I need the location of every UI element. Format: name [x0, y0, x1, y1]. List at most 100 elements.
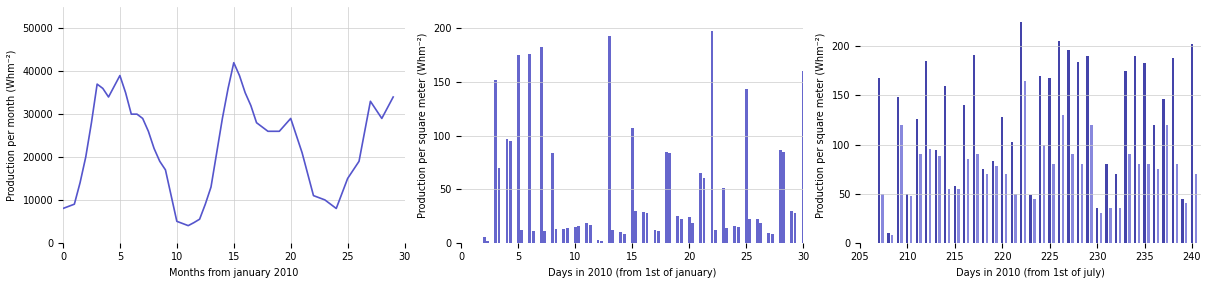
Bar	[687, 217, 691, 243]
Bar	[653, 230, 656, 243]
Bar	[733, 226, 736, 243]
Bar	[1185, 203, 1187, 243]
Bar	[887, 233, 889, 243]
Bar	[643, 212, 645, 243]
Bar	[976, 154, 979, 243]
Bar	[1143, 63, 1146, 243]
Bar	[1194, 174, 1197, 243]
Bar	[589, 225, 592, 243]
Bar	[1181, 199, 1183, 243]
Bar	[790, 211, 793, 243]
Bar	[506, 139, 508, 243]
Bar	[680, 219, 682, 243]
Bar	[1171, 58, 1174, 243]
Bar	[725, 228, 728, 243]
Bar	[973, 55, 975, 243]
Bar	[897, 97, 899, 243]
Bar	[929, 149, 932, 243]
Bar	[991, 161, 993, 243]
Bar	[634, 211, 636, 243]
Bar	[983, 169, 985, 243]
Bar	[767, 233, 771, 243]
Y-axis label: Production per square meter (Whm⁻²): Production per square meter (Whm⁻²)	[417, 32, 427, 217]
Bar	[1030, 195, 1032, 243]
Bar	[722, 188, 725, 243]
Bar	[805, 227, 808, 243]
Bar	[1157, 169, 1159, 243]
Bar	[782, 152, 785, 243]
Bar	[517, 55, 520, 243]
Bar	[1191, 44, 1193, 243]
Bar	[1166, 125, 1169, 243]
Bar	[996, 166, 998, 243]
Bar	[947, 189, 950, 243]
Bar	[1053, 164, 1055, 243]
Bar	[1024, 81, 1026, 243]
Bar	[744, 89, 748, 243]
Bar	[986, 174, 989, 243]
Bar	[1020, 22, 1022, 243]
Bar	[1090, 125, 1093, 243]
Bar	[554, 229, 558, 243]
Bar	[748, 219, 751, 243]
Bar	[1067, 50, 1070, 243]
Bar	[1137, 164, 1140, 243]
Bar	[657, 231, 659, 243]
Bar	[1071, 154, 1073, 243]
Bar	[910, 196, 912, 243]
Bar	[1087, 56, 1089, 243]
Bar	[756, 219, 759, 243]
Bar	[563, 229, 565, 243]
Bar	[566, 228, 569, 243]
Bar	[703, 178, 705, 243]
Bar	[551, 153, 554, 243]
Bar	[934, 150, 937, 243]
Bar	[483, 237, 485, 243]
X-axis label: Days in 2010 (from 1st of january): Days in 2010 (from 1st of january)	[548, 268, 716, 278]
Bar	[529, 54, 531, 243]
Bar	[1081, 164, 1083, 243]
Bar	[1014, 194, 1016, 243]
Bar	[1147, 164, 1150, 243]
Bar	[668, 153, 672, 243]
Bar	[1153, 125, 1156, 243]
Bar	[1106, 164, 1108, 243]
Bar	[939, 156, 940, 243]
Bar	[1058, 41, 1060, 243]
Bar	[699, 173, 702, 243]
Y-axis label: Production per square meter (Whm⁻²): Production per square meter (Whm⁻²)	[816, 32, 826, 217]
Bar	[486, 241, 489, 243]
Bar	[520, 230, 523, 243]
Bar	[1124, 71, 1127, 243]
Bar	[794, 213, 796, 243]
Bar	[1114, 174, 1117, 243]
Bar	[1163, 99, 1165, 243]
Bar	[1100, 213, 1102, 243]
Bar	[714, 230, 716, 243]
Bar	[1043, 144, 1045, 243]
Bar	[630, 128, 634, 243]
Bar	[611, 230, 615, 243]
Bar	[1128, 154, 1130, 243]
Bar	[906, 194, 909, 243]
Bar	[1039, 76, 1042, 243]
Bar	[1001, 117, 1003, 243]
Bar	[543, 231, 546, 243]
Bar	[920, 154, 922, 243]
Bar	[760, 223, 762, 243]
Bar	[926, 61, 928, 243]
Bar	[737, 227, 739, 243]
Bar	[531, 231, 535, 243]
Bar	[577, 226, 580, 243]
Bar	[600, 241, 603, 243]
Bar	[1176, 164, 1179, 243]
Bar	[494, 80, 497, 243]
Bar	[957, 189, 960, 243]
Bar	[881, 194, 883, 243]
Bar	[916, 119, 918, 243]
Bar	[623, 234, 626, 243]
Bar	[1077, 62, 1079, 243]
Bar	[540, 47, 542, 243]
Bar	[967, 159, 969, 243]
Bar	[1004, 174, 1007, 243]
